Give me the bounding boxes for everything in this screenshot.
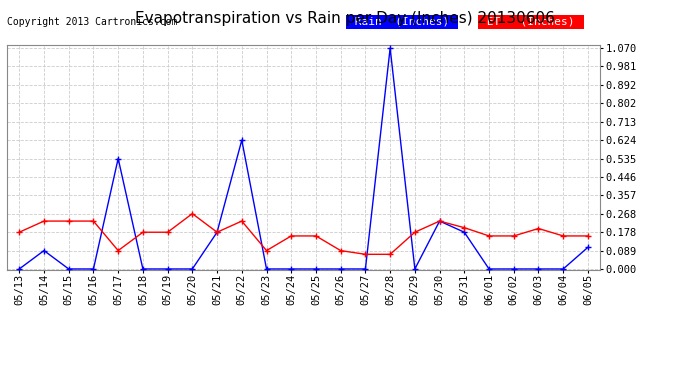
Text: ET   (Inches): ET (Inches) bbox=[480, 17, 582, 27]
Text: Copyright 2013 Cartronics.com: Copyright 2013 Cartronics.com bbox=[7, 17, 177, 27]
Text: Evapotranspiration vs Rain per Day (Inches) 20130606: Evapotranspiration vs Rain per Day (Inch… bbox=[135, 11, 555, 26]
Text: Rain  (Inches): Rain (Inches) bbox=[348, 17, 456, 27]
